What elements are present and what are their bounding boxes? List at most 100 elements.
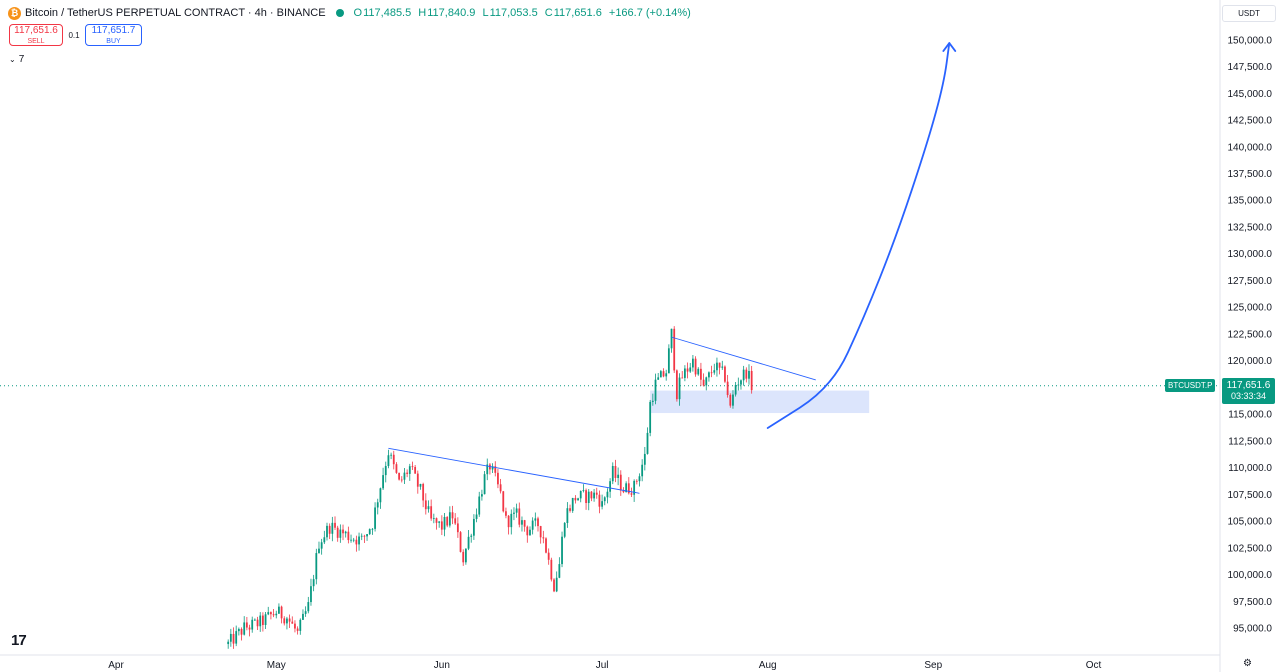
candle-body xyxy=(574,497,577,501)
candle-body xyxy=(237,628,240,632)
candle-body xyxy=(371,528,374,530)
candle-body xyxy=(713,370,716,373)
y-tick-label: 102,500.0 xyxy=(1228,543,1273,554)
candle-body xyxy=(395,464,398,473)
candle-body xyxy=(366,534,368,537)
candle-body xyxy=(440,521,443,530)
candle-body xyxy=(529,529,531,536)
projection-arrow xyxy=(766,42,951,429)
buy-price: 117,651.7 xyxy=(91,25,136,36)
candle-body xyxy=(483,474,486,495)
candle-body xyxy=(595,492,598,495)
indicators-count: 7 xyxy=(18,54,25,65)
candle-body xyxy=(464,548,467,563)
candle-body xyxy=(443,516,446,530)
candle-body xyxy=(328,525,331,534)
candle-body xyxy=(430,506,433,519)
candle-body xyxy=(320,542,323,549)
candle-body xyxy=(446,516,449,526)
y-tick-label: 110,000.0 xyxy=(1228,463,1272,474)
candle-body xyxy=(702,379,705,386)
candle-body xyxy=(448,512,451,526)
candle-body xyxy=(601,501,603,507)
bitcoin-logo-icon: ₿ xyxy=(8,6,21,20)
candle-body xyxy=(683,368,686,378)
candle-body xyxy=(614,466,617,478)
trendline-1 xyxy=(388,447,640,494)
candle-body xyxy=(454,518,457,524)
candle-body xyxy=(264,614,267,625)
candle-body xyxy=(497,472,499,485)
change-value: +166.7 (+0.14%) xyxy=(608,7,691,19)
candle-body xyxy=(467,536,470,549)
candle-body xyxy=(419,483,422,487)
candle-body xyxy=(350,539,352,541)
candle-body xyxy=(579,491,582,499)
candle-body xyxy=(550,559,553,580)
candle-body xyxy=(304,611,307,614)
symbol-title[interactable]: Bitcoin / TetherUS PERPETUAL CONTRACT · … xyxy=(25,7,326,19)
open-value: 117,485.5 xyxy=(363,7,412,19)
candle-body xyxy=(510,513,513,528)
candle-body xyxy=(593,492,595,499)
y-tick-label: 137,500.0 xyxy=(1228,169,1273,180)
y-tick-label: 132,500.0 xyxy=(1228,222,1273,233)
projection-arrowhead xyxy=(942,42,957,52)
candle-body xyxy=(617,474,620,478)
buy-button[interactable]: 117,651.7 BUY xyxy=(85,24,142,46)
candle-body xyxy=(390,454,392,456)
candle-body xyxy=(697,368,700,375)
candle-body xyxy=(708,372,710,378)
y-tick-label: 95,000.0 xyxy=(1233,624,1272,635)
candle-body xyxy=(382,475,384,489)
candle-body xyxy=(531,520,534,530)
settings-gear-icon[interactable]: ⚙ xyxy=(1243,658,1252,669)
indicators-toggle[interactable]: ⌄ 7 xyxy=(8,53,25,66)
tradingview-logo-icon[interactable]: 17 xyxy=(11,632,27,649)
bar-countdown: 03:33:34 xyxy=(1230,391,1267,401)
candle-body xyxy=(235,631,238,644)
candle-body xyxy=(609,481,612,492)
candle-body xyxy=(435,518,438,523)
candle-body xyxy=(451,512,454,519)
spread-value: 0.1 xyxy=(68,30,80,40)
high-label: H xyxy=(418,7,427,19)
high-value: 117,840.9 xyxy=(427,7,476,19)
y-tick-label: 97,500.0 xyxy=(1233,597,1272,608)
candle-body xyxy=(737,384,740,386)
candle-body xyxy=(625,483,628,493)
candle-body xyxy=(227,641,230,645)
y-tick-label: 125,000.0 xyxy=(1228,303,1273,314)
candle-body xyxy=(296,628,299,631)
candle-body xyxy=(539,526,542,538)
candle-body xyxy=(259,615,262,627)
x-tick-label: Sep xyxy=(924,660,942,671)
y-tick-label: 105,000.0 xyxy=(1228,517,1273,528)
candle-body xyxy=(251,619,254,630)
x-tick-label: Apr xyxy=(108,660,124,671)
candle-body xyxy=(534,518,537,521)
candle-body xyxy=(291,621,294,624)
candle-body xyxy=(294,623,296,629)
candle-body xyxy=(245,622,248,628)
candle-body xyxy=(742,369,745,381)
chart-header: ₿ Bitcoin / TetherUS PERPETUAL CONTRACT … xyxy=(8,5,695,21)
candle-body xyxy=(310,586,312,603)
candle-body xyxy=(286,618,288,624)
candle-body xyxy=(569,508,571,511)
candle-body xyxy=(657,377,660,380)
candle-body xyxy=(662,371,665,377)
buy-label: BUY xyxy=(106,38,121,45)
sell-button[interactable]: 117,651.6 SELL xyxy=(9,24,63,46)
candle-body xyxy=(344,531,347,534)
candle-body xyxy=(312,579,315,587)
candle-body xyxy=(686,368,689,372)
open-label: O xyxy=(353,7,363,19)
candle-body xyxy=(288,618,291,622)
currency-selector[interactable]: USDT xyxy=(1222,5,1276,22)
candle-body xyxy=(507,515,510,528)
candle-body xyxy=(384,465,387,476)
candle-body xyxy=(566,508,569,524)
candle-body xyxy=(256,619,259,627)
